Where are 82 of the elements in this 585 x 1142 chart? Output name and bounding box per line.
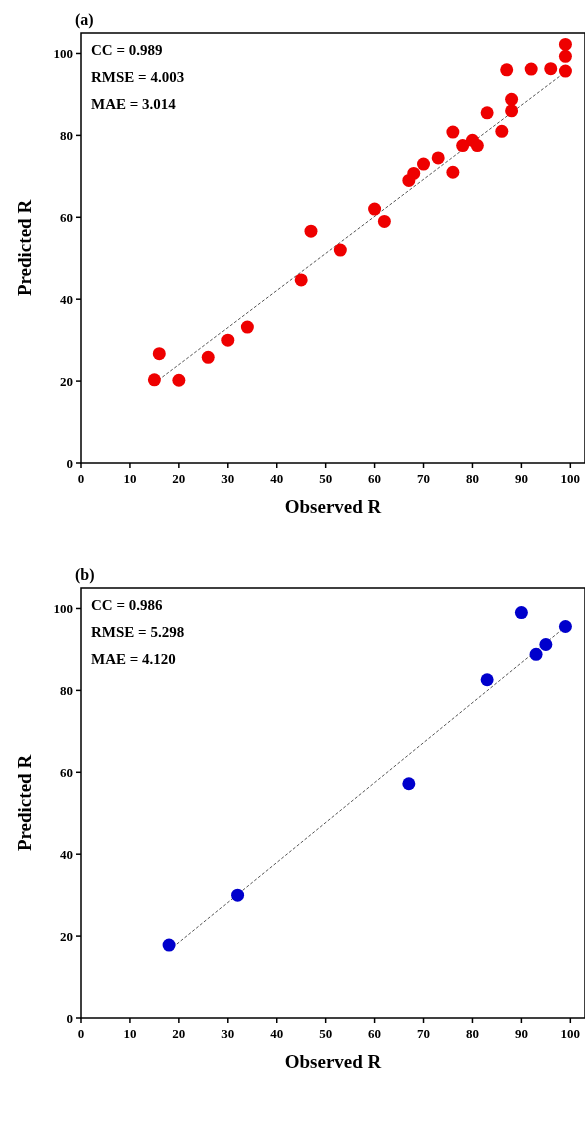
x-axis-title: Observed R <box>284 496 382 517</box>
y-tick-label: 20 <box>60 373 73 389</box>
y-tick-label: 0 <box>66 1010 73 1026</box>
x-tick-label: 0 <box>77 471 85 486</box>
point <box>470 139 484 153</box>
point <box>558 37 572 51</box>
y-axis-title: Predicted R <box>14 754 35 852</box>
point <box>240 320 254 334</box>
point <box>294 273 308 287</box>
point <box>446 125 460 139</box>
point <box>201 350 215 364</box>
point <box>221 333 235 347</box>
x-tick-label: 40 <box>270 1026 284 1041</box>
annotation: RMSE = 4.003 <box>91 69 185 85</box>
point <box>514 606 528 620</box>
point <box>402 777 416 791</box>
point <box>152 347 166 361</box>
y-tick-label: 80 <box>60 682 73 698</box>
point <box>456 139 470 153</box>
point <box>539 638 553 652</box>
point <box>495 124 509 138</box>
x-tick-label: 20 <box>172 1026 186 1041</box>
x-tick-label: 50 <box>319 471 333 486</box>
point <box>231 888 245 902</box>
x-tick-label: 90 <box>514 1026 528 1041</box>
x-tick-label: 80 <box>465 471 479 486</box>
point <box>524 62 538 76</box>
point <box>431 151 445 165</box>
annotation: MAE = 3.014 <box>91 96 177 112</box>
point <box>368 202 382 216</box>
point <box>505 92 519 106</box>
chart-title: (b) <box>75 566 95 584</box>
y-tick-label: 60 <box>60 209 73 225</box>
x-tick-label: 70 <box>417 1026 431 1041</box>
point <box>480 106 494 120</box>
y-tick-label: 100 <box>53 600 73 616</box>
point <box>500 63 514 77</box>
y-tick-label: 0 <box>66 455 73 471</box>
annotation: CC = 0.986 <box>91 597 163 613</box>
point <box>529 647 543 661</box>
point <box>417 157 431 171</box>
x-tick-label: 20 <box>172 471 186 486</box>
point <box>558 49 572 63</box>
y-tick-label: 40 <box>60 846 73 862</box>
x-tick-label: 70 <box>417 471 431 486</box>
x-tick-label: 10 <box>123 1026 137 1041</box>
x-tick-label: 100 <box>560 1026 581 1041</box>
x-tick-label: 30 <box>221 1026 235 1041</box>
annotation: CC = 0.989 <box>91 42 163 58</box>
point <box>377 214 391 228</box>
point <box>544 62 558 76</box>
point <box>505 104 519 118</box>
x-tick-label: 60 <box>368 1026 382 1041</box>
annotation: RMSE = 5.298 <box>91 624 185 640</box>
point <box>304 224 318 238</box>
point <box>558 64 572 78</box>
y-tick-label: 100 <box>53 45 73 61</box>
point <box>407 166 421 180</box>
x-tick-label: 30 <box>221 471 235 486</box>
point <box>162 938 176 952</box>
point <box>558 620 572 633</box>
x-tick-label: 0 <box>77 1026 85 1041</box>
point <box>147 373 161 387</box>
x-tick-label: 90 <box>514 471 528 486</box>
y-tick-label: 80 <box>60 127 73 143</box>
point <box>480 673 494 687</box>
x-tick-label: 80 <box>465 1026 479 1041</box>
y-tick-label: 40 <box>60 291 73 307</box>
x-tick-label: 40 <box>270 471 284 486</box>
point <box>172 373 186 387</box>
x-tick-label: 50 <box>319 1026 333 1041</box>
point <box>333 243 347 257</box>
x-tick-label: 10 <box>123 471 137 486</box>
chart-title: (a) <box>75 11 94 29</box>
y-axis-title: Predicted R <box>14 199 35 297</box>
point <box>446 165 460 179</box>
y-tick-label: 60 <box>60 764 73 780</box>
x-tick-label: 60 <box>368 471 382 486</box>
y-tick-label: 20 <box>60 928 73 944</box>
x-tick-label: 100 <box>560 471 581 486</box>
annotation: MAE = 4.120 <box>91 651 176 667</box>
x-axis-title: Observed R <box>284 1051 382 1072</box>
